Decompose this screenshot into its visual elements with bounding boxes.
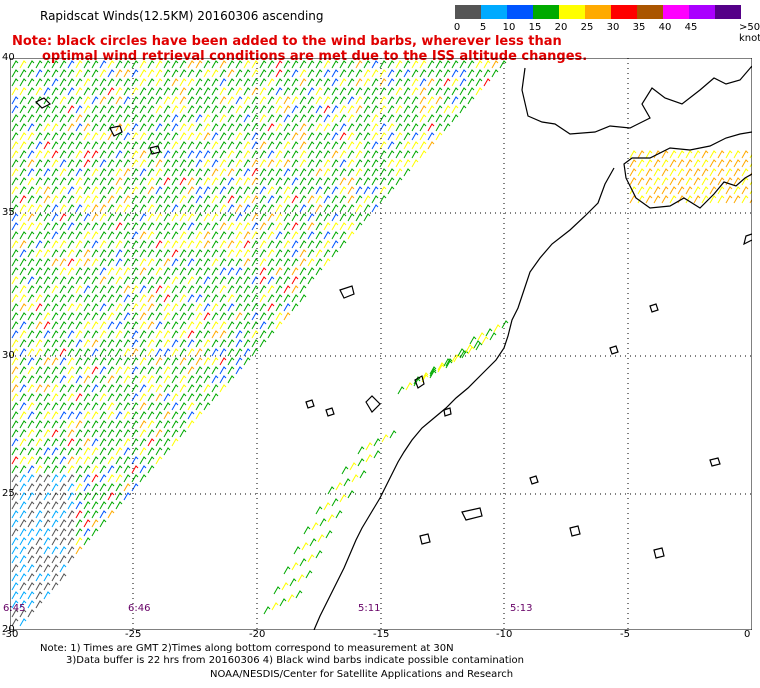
lon-label: -30	[2, 629, 19, 640]
legend-label: 40	[658, 22, 672, 33]
legend-swatch	[481, 5, 507, 19]
pass-time-2: 6:46	[128, 603, 151, 614]
map-title: Rapidscat Winds(12.5KM) 20160306 ascendi…	[40, 9, 324, 23]
lon-label: 0	[744, 629, 751, 640]
footer-credit: NOAA/NESDIS/Center for Satellite Applica…	[210, 669, 514, 680]
legend-swatch	[611, 5, 637, 19]
legend-swatch	[585, 5, 611, 19]
lat-label: 35	[2, 207, 15, 218]
graticule	[10, 58, 752, 630]
lon-label: -10	[496, 629, 513, 640]
legend-swatch	[637, 5, 663, 19]
lon-label: -5	[620, 629, 630, 640]
note-line-1: Note: black circles have been added to t…	[12, 34, 562, 49]
pass-time-1: 6:45	[3, 603, 26, 614]
footer-note-1: Note: 1) Times are GMT 2)Times along bot…	[40, 643, 454, 654]
legend-label: 5	[479, 22, 487, 33]
note-line-2: optimal wind retrieval conditions are me…	[42, 49, 588, 64]
footer-note-2: 3)Data buffer is 22 hrs from 20160306 4)…	[66, 655, 524, 666]
pass-time-3: 5:11	[358, 603, 381, 614]
lon-label: -15	[373, 629, 390, 640]
lat-label: 25	[2, 488, 15, 499]
legend-swatch	[689, 5, 715, 19]
lat-label: 20	[2, 624, 15, 635]
legend-label: 30	[606, 22, 620, 33]
legend-label: 10	[502, 22, 516, 33]
wind-barbs	[11, 60, 752, 627]
legend-label: 0	[453, 22, 461, 33]
legend-max-label: >50 knots	[739, 22, 760, 44]
lat-label: 40	[2, 52, 15, 63]
legend-swatch	[533, 5, 559, 19]
legend-swatch	[559, 5, 585, 19]
legend-label: 25	[580, 22, 594, 33]
lon-label: -25	[125, 629, 142, 640]
legend-swatch	[507, 5, 533, 19]
legend-swatch	[455, 5, 481, 19]
wind-map	[10, 58, 752, 630]
legend-label: 20	[554, 22, 568, 33]
coastline	[34, 65, 752, 630]
lon-label: -20	[249, 629, 266, 640]
legend-label: 45	[684, 22, 698, 33]
legend-swatch	[663, 5, 689, 19]
legend-label: 15	[528, 22, 542, 33]
legend-swatch	[715, 5, 741, 19]
legend-label: 35	[632, 22, 646, 33]
pass-time-4: 5:13	[510, 603, 533, 614]
lat-label: 30	[2, 350, 15, 361]
